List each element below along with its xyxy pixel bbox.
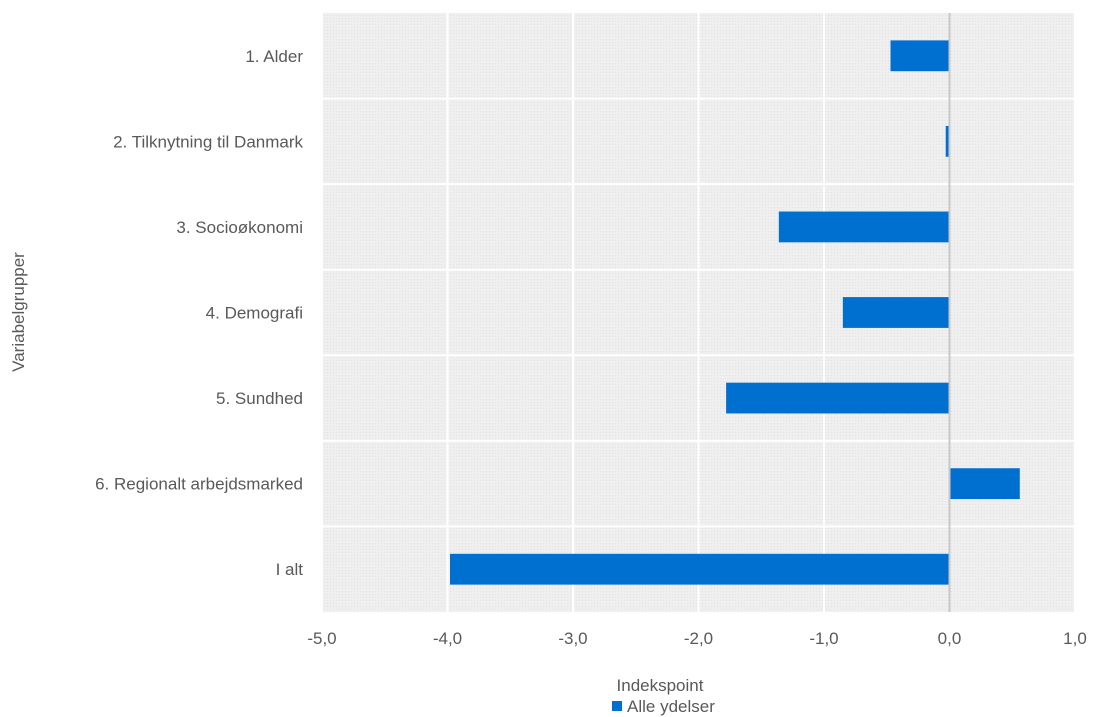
- y-axis-title: Variabelgrupper: [9, 252, 28, 372]
- x-tick-label: -1,0: [809, 629, 838, 648]
- x-axis-title: Indekspoint: [617, 676, 704, 695]
- bar: [842, 297, 950, 328]
- category-label: 3. Socioøkonomi: [176, 218, 303, 237]
- x-tick-labels: -5,0 -4,0 -3,0 -2,0 -1,0 0,0 1,0: [307, 629, 1086, 648]
- bars: [450, 40, 1020, 585]
- bar: [890, 40, 950, 72]
- category-label: I alt: [276, 560, 304, 579]
- x-tick-label: -4,0: [433, 629, 462, 648]
- legend-label: Alle ydelser: [627, 697, 715, 716]
- bar: [450, 553, 950, 585]
- legend-swatch: [612, 701, 622, 711]
- category-label: 2. Tilknytning til Danmark: [113, 132, 303, 151]
- x-tick-label: 1,0: [1063, 629, 1087, 648]
- category-labels: 1. Alder 2. Tilknytning til Danmark 3. Soc…: [95, 47, 303, 579]
- bar: [778, 211, 950, 243]
- legend: Alle ydelser: [612, 697, 715, 716]
- x-tick-label: -5,0: [307, 629, 336, 648]
- bar: [945, 125, 950, 157]
- bar: [726, 382, 950, 414]
- category-label: 5. Sundhed: [216, 389, 303, 408]
- x-tick-label: -3,0: [558, 629, 587, 648]
- category-label: 4. Demografi: [206, 304, 303, 323]
- category-label: 6. Regionalt arbejdsmarked: [95, 475, 303, 494]
- category-label: 1. Alder: [245, 47, 303, 66]
- x-tick-label: -2,0: [684, 629, 713, 648]
- bar: [949, 468, 1020, 500]
- x-tick-label: 0,0: [938, 629, 962, 648]
